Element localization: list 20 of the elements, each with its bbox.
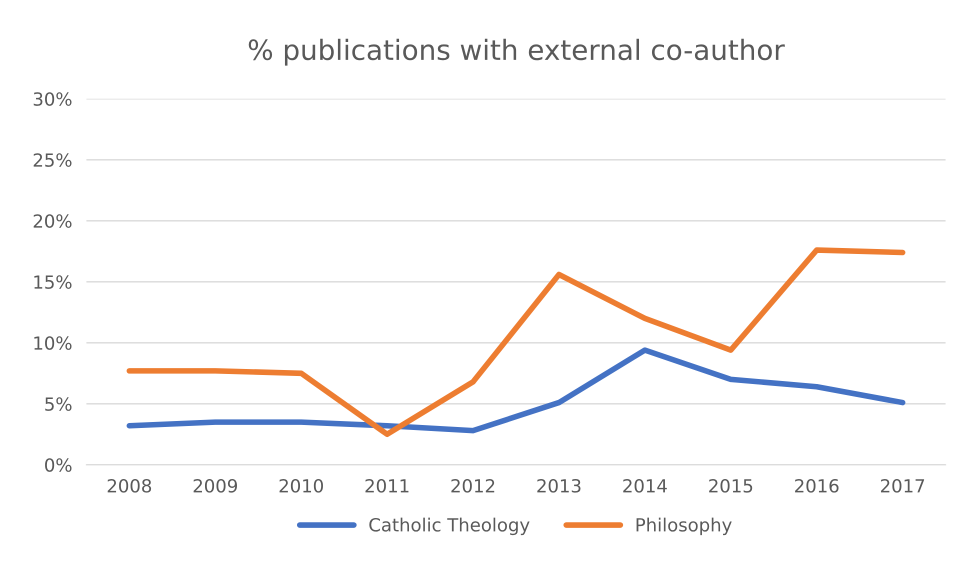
legend-label: Catholic Theology — [369, 518, 530, 536]
x-tick-label: 2011 — [365, 479, 408, 493]
x-tick-label: 2010 — [280, 479, 323, 493]
x-tick-label: 2012 — [451, 479, 494, 493]
x-tick-label: 2015 — [709, 479, 752, 493]
x-tick-label: 2016 — [795, 479, 839, 493]
y-tick-label: 10% — [34, 336, 72, 350]
x-tick-label: 2008 — [108, 479, 152, 493]
y-tick-label: 15% — [34, 275, 72, 289]
y-tick-label: 25% — [34, 153, 72, 167]
y-tick-label: 20% — [34, 214, 72, 228]
x-tick-label: 2013 — [537, 479, 580, 493]
x-tick-label: 2009 — [194, 479, 237, 493]
y-tick-label: 30% — [34, 92, 72, 106]
legend-label: Philosophy — [636, 518, 732, 536]
x-tick-label: 2014 — [623, 479, 667, 493]
x-tick-label: 2017 — [880, 479, 924, 493]
y-tick-label: 0% — [45, 458, 72, 472]
chart-title: % publications with external co-author — [248, 38, 785, 66]
y-tick-label: 5% — [45, 397, 72, 411]
